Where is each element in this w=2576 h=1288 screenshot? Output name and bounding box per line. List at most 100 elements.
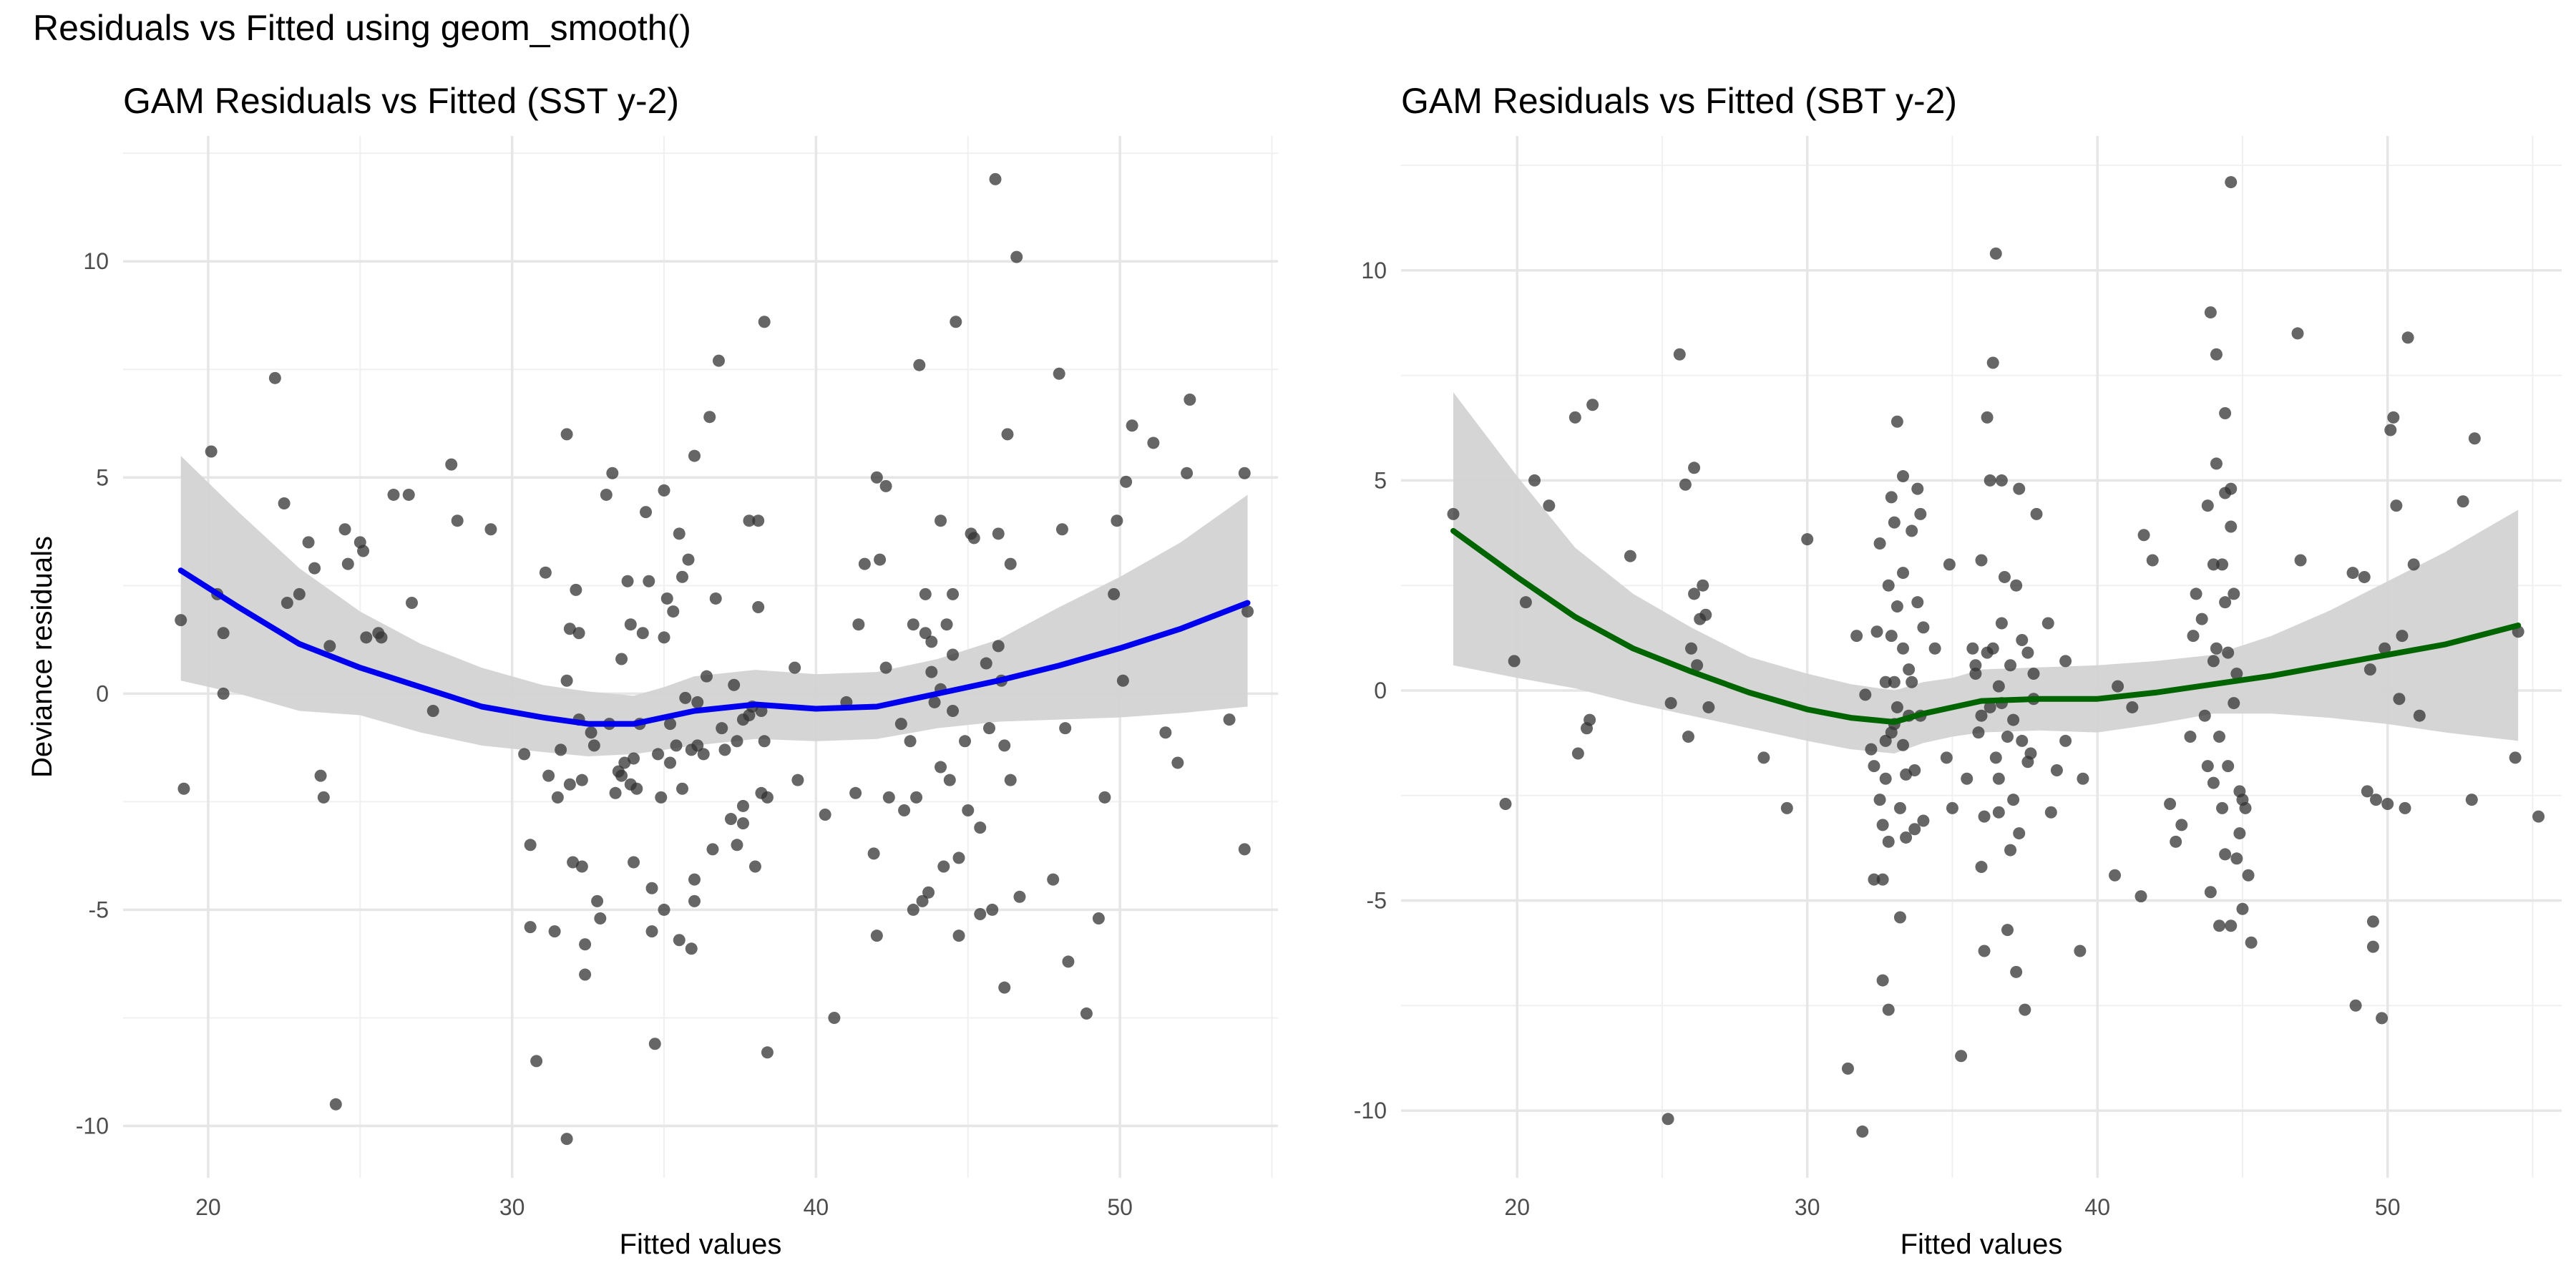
residual-point [1876,974,1889,987]
residual-point [1975,861,1988,874]
residual-point [329,1098,342,1111]
residual-point [1080,1007,1093,1020]
residual-point [703,411,716,424]
residual-point [2024,747,2037,760]
residual-point [761,791,774,804]
residual-point [2399,801,2411,814]
residual-point [1116,674,1129,687]
residual-point [1903,663,1916,676]
x-tick-label: 50 [2375,1194,2401,1220]
residual-point [1873,794,1886,806]
residual-point [907,903,919,916]
residual-point [1992,680,2005,693]
residual-point [2366,915,2379,928]
residual-point [1911,596,1924,609]
residual-point [2509,751,2522,764]
residual-point [752,514,765,527]
residual-point [560,1133,573,1146]
y-tick-label: 10 [83,248,109,274]
residual-point [2204,306,2217,319]
residual-point [2219,406,2232,419]
residual-point [2044,806,2057,819]
residual-point [916,894,929,907]
figure-title: Residuals vs Fitted using geom_smooth() [33,8,691,48]
residual-point [1001,428,1014,441]
residual-point [357,545,370,557]
residual-point [2216,801,2229,814]
panel-title: GAM Residuals vs Fitted (SST y-2) [123,81,679,121]
y-tick-label: 5 [96,464,109,490]
residual-point [1181,467,1194,479]
x-tick-label: 40 [804,1194,829,1220]
residual-point [2175,819,2188,831]
residual-point [293,587,306,600]
residual-point [606,467,619,479]
residual-point [2225,482,2238,495]
residual-point [664,718,677,731]
residual-point [910,791,923,804]
residual-point [2077,772,2089,785]
residual-point [676,782,689,795]
residual-point [907,618,919,631]
residual-point [314,769,327,782]
residual-point [962,804,975,816]
residual-point [1995,474,2008,487]
residual-point [1055,523,1068,536]
residual-point [575,860,588,873]
residual-point [1989,751,2002,764]
y-tick-label: 10 [1361,258,1387,283]
residual-point [1885,630,1898,643]
residual-point [572,627,585,640]
residual-point [1928,642,1941,655]
residual-point [539,566,552,579]
residual-point [2369,794,2382,806]
residual-point [2236,902,2249,915]
residual-point [950,316,962,328]
residual-point [177,782,190,795]
residual-point [940,618,953,631]
residual-point [1873,537,1886,550]
residual-point [640,506,653,519]
residual-point [1850,630,1863,643]
residual-point [2230,667,2243,680]
residual-point [1986,642,1999,655]
residual-point [1890,415,1903,428]
residual-point [652,748,665,761]
residual-point [317,791,330,804]
residual-point [658,903,670,916]
y-tick-label: 0 [96,680,109,706]
residual-point [2201,760,2214,773]
residual-point [1047,873,1060,886]
residual-point [819,809,831,821]
residual-point [947,705,960,718]
residual-point [1986,356,1999,369]
residual-point [967,532,980,545]
residual-point [736,799,749,812]
residual-point [591,894,604,907]
residual-point [904,735,917,748]
residual-point [1841,1062,1854,1075]
residual-point [2219,596,2232,609]
residual-point [360,631,373,644]
residual-point [2245,936,2258,949]
residual-point [1995,617,2008,630]
residual-point [1984,701,1996,713]
residual-point [676,570,689,583]
residual-point [2041,617,2054,630]
residual-point [716,722,728,735]
residual-point [645,925,658,938]
residual-point [761,1046,774,1059]
residual-point [1946,801,1958,814]
residual-point [2201,499,2214,512]
residual-point [752,601,765,614]
residual-point [2204,886,2217,899]
residual-point [688,894,701,907]
residual-point [731,839,743,852]
residual-point [685,942,698,955]
y-tick-label: -5 [1367,888,1387,914]
residual-point [1876,873,1889,886]
residual-point [925,635,938,648]
residual-point [1004,774,1017,786]
